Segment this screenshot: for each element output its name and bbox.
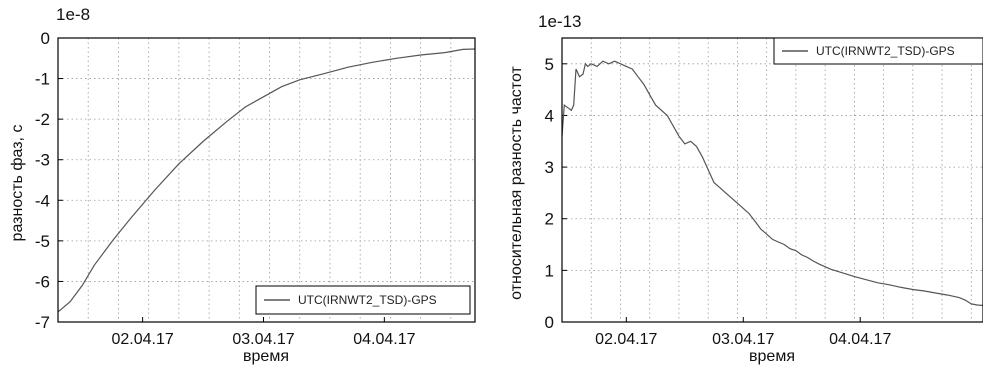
exponent-label: 1e-13	[538, 12, 581, 31]
legend-box	[255, 285, 471, 315]
x-tick-label: 02.04.17	[595, 331, 657, 348]
y-tick-label: 0	[545, 313, 554, 332]
legend-box	[773, 37, 983, 65]
x-tick-label: 03.04.17	[232, 331, 294, 348]
y-tick-label: -4	[35, 191, 50, 210]
plot-frame	[561, 37, 983, 323]
y-tick-label: -1	[35, 70, 50, 89]
legend: UTC(IRNWT2_TSD)-GPS	[255, 285, 471, 315]
series-line	[561, 60, 983, 307]
legend: UTC(IRNWT2_TSD)-GPS	[773, 37, 983, 65]
exponent-label: 1e-8	[56, 5, 90, 24]
y-tick-label: 4	[545, 106, 554, 125]
x-tick-label: 03.04.17	[712, 331, 774, 348]
x-axis-title: время	[243, 348, 289, 365]
x-axis-title: время	[749, 348, 795, 365]
y-tick-label: -5	[35, 232, 50, 251]
y-tick-label: 1	[545, 261, 554, 280]
chart-right: 1e-13 относительная разность частот врем…	[508, 12, 983, 365]
y-tick-label: 2	[545, 210, 554, 229]
plot-frame	[57, 37, 476, 323]
legend-label: UTC(IRNWT2_TSD)-GPS	[298, 293, 437, 307]
y-axis-title: разность фаз, с	[9, 125, 26, 242]
x-tick-label: 04.04.17	[829, 331, 891, 348]
y-tick-label: -3	[35, 151, 50, 170]
x-tick-label: 02.04.17	[111, 331, 173, 348]
series-line	[57, 48, 476, 313]
y-tick-label: 0	[41, 29, 50, 48]
x-tick-label: 04.04.17	[353, 331, 415, 348]
y-tick-label: -2	[35, 110, 50, 129]
legend-label: UTC(IRNWT2_TSD)-GPS	[816, 44, 955, 58]
y-tick-label: 5	[545, 55, 554, 74]
chart-left: 1e-8 разность фаз, с время 0 -1 -2 -3 -4 -5 -6…	[9, 5, 476, 365]
y-tick-label: -7	[35, 313, 50, 332]
y-tick-label: -6	[35, 272, 50, 291]
y-axis-title: относительная разность частот	[508, 66, 525, 300]
y-tick-label: 3	[545, 158, 554, 177]
